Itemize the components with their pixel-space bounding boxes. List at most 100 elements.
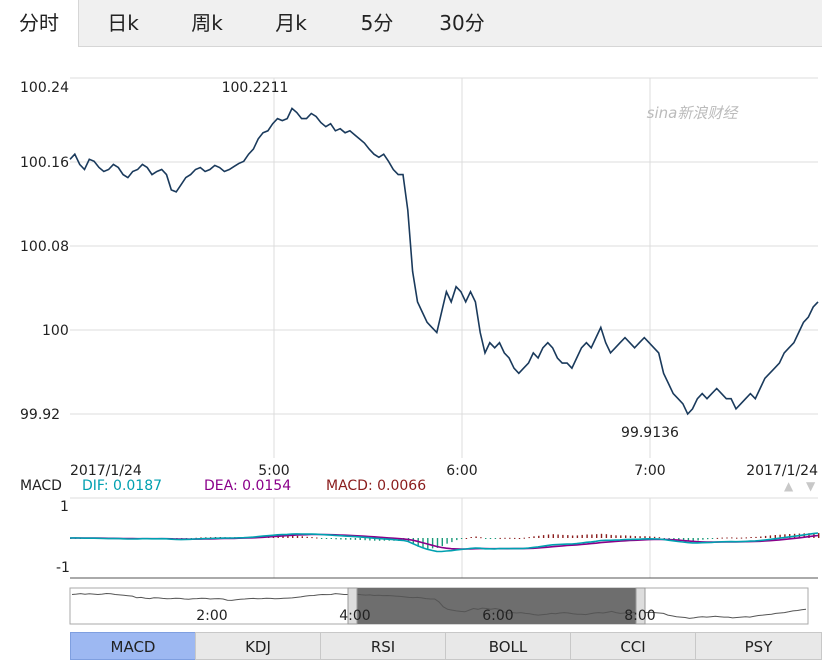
macd-histogram-bar [721, 537, 723, 539]
macd-histogram-bar [668, 538, 670, 540]
macd-histogram-bar [808, 533, 810, 538]
macd-histogram-bar [784, 534, 786, 538]
macd-histogram-bar [557, 534, 559, 538]
tab-boll[interactable]: BOLL [445, 632, 571, 660]
macd-histogram-bar [571, 535, 574, 538]
macd-histogram-bar [726, 537, 728, 539]
macd-dif-value: DIF: 0.0187 [82, 478, 162, 494]
macd-histogram-bar [436, 538, 439, 548]
navigator-series-line [71, 592, 807, 619]
macd-histogram-bar [364, 538, 366, 541]
range-navigator[interactable]: 2:00 4:00 6:00 8:00 [0, 0, 822, 628]
macd-histogram-bar [774, 535, 776, 538]
macd-histogram-bar [750, 537, 752, 538]
macd-histogram-bar [533, 536, 535, 538]
tab-cci[interactable]: CCI [570, 632, 696, 660]
macd-histogram-bar [678, 538, 680, 541]
x-tick-label: 2017/1/24 [746, 463, 818, 479]
macd-histogram-bar [499, 537, 501, 539]
macd-histogram-bar [292, 535, 294, 538]
macd-histogram-bar [311, 537, 313, 539]
macd-histogram-bar [340, 538, 342, 540]
navigator-tick-label: 8:00 [624, 608, 655, 624]
macd-histogram-bar [547, 534, 550, 538]
macd-histogram-bar [605, 534, 608, 538]
tab-fenshi[interactable]: 分时 [0, 0, 79, 47]
macd-histogram-bar [629, 535, 632, 538]
macd-histogram-bar [818, 533, 820, 538]
macd-histogram-bar [316, 537, 318, 539]
navigator-tick-label: 6:00 [482, 608, 513, 624]
price-chart[interactable]: 100.24 100.16 100.08 100 99.92 2017/1/24… [0, 0, 822, 480]
macd-dif-line [69, 532, 819, 553]
macd-histogram-bar [325, 538, 328, 539]
y-tick-label: 99.92 [20, 407, 60, 423]
macd-histogram-bar [658, 537, 661, 539]
macd-histogram-bar [287, 535, 289, 538]
y-tick-label: 100 [42, 323, 69, 339]
macd-histogram-bar [562, 534, 564, 538]
indicator-tab-bar: MACD KDJ RSI BOLL CCI PSY [70, 632, 822, 660]
macd-histogram-bar [673, 538, 675, 540]
max-price-label: 100.2211 [222, 80, 289, 96]
tab-kdj[interactable]: KDJ [195, 632, 321, 660]
tab-macd[interactable]: MACD [70, 632, 196, 660]
macd-histogram-bar [644, 536, 646, 538]
tab-5min[interactable]: 5分 [360, 11, 394, 35]
macd-histogram-bar [417, 538, 419, 547]
macd-histogram-bar [610, 534, 612, 538]
macd-histogram-bar [320, 538, 323, 539]
macd-histogram-bar [596, 534, 598, 538]
macd-histogram-bar [649, 536, 651, 538]
macd-histogram-bar [200, 537, 202, 539]
macd-histogram-bar [542, 535, 545, 538]
macd-histogram-bar [456, 538, 458, 541]
macd-histogram-bar [755, 536, 757, 538]
macd-histogram-bar [707, 538, 709, 540]
tab-30min[interactable]: 30分 [439, 11, 485, 35]
tab-daily-k[interactable]: 日k [107, 11, 139, 35]
macd-histogram-bar [345, 538, 347, 540]
macd-histogram-bar [567, 535, 569, 538]
tab-weekly-k[interactable]: 周k [191, 11, 223, 35]
macd-dea-value: DEA: 0.0154 [204, 478, 291, 494]
macd-histogram-bar [330, 538, 332, 539]
macd-histogram-bar [731, 537, 733, 539]
macd-histogram-bar [769, 535, 772, 538]
y-tick-label: 100.08 [20, 239, 69, 255]
macd-scroll-up-icon[interactable]: ▲ [784, 479, 794, 493]
macd-histogram-bar [576, 535, 579, 538]
macd-histogram-bar [764, 535, 767, 538]
macd-histogram-bar [736, 537, 738, 539]
macd-histogram-bar [494, 538, 497, 539]
macd-histogram-bar [489, 538, 492, 539]
watermark-logo: sina新浪财经 [647, 104, 740, 122]
min-price-label: 99.9136 [621, 425, 679, 441]
macd-histogram-bar [354, 538, 357, 540]
macd-scroll-down-icon[interactable]: ▼ [806, 479, 816, 493]
macd-histogram-bar [335, 538, 337, 540]
macd-histogram-bar [625, 535, 627, 538]
macd-histogram-bar [716, 537, 719, 539]
macd-histogram-bar [760, 536, 762, 538]
macd-histogram-bar [803, 533, 805, 538]
macd-histogram-bar [509, 537, 511, 539]
timeframe-tab-bar: 分时 日k 周k 月k 5分 30分 [0, 0, 822, 47]
macd-histogram-bar [485, 538, 487, 539]
macd-histogram-bar [697, 538, 699, 541]
macd-y-tick: -1 [56, 560, 70, 576]
tab-psy[interactable]: PSY [695, 632, 822, 660]
macd-panel[interactable]: MACD DIF: 0.0187 DEA: 0.0154 MACD: 0.006… [0, 0, 822, 590]
macd-histogram-bar [692, 538, 694, 542]
macd-histogram-bar [441, 538, 443, 547]
navigator-left-handle[interactable] [347, 587, 358, 625]
price-series-line [69, 107, 819, 416]
navigator-selected-range[interactable] [354, 588, 640, 624]
tab-rsi[interactable]: RSI [320, 632, 446, 660]
macd-histogram-bar [475, 536, 477, 538]
tab-monthly-k[interactable]: 月k [275, 11, 307, 35]
macd-histogram-bar [470, 537, 472, 538]
navigator-right-handle[interactable] [635, 587, 646, 625]
macd-histogram-bar [591, 534, 593, 538]
macd-histogram-bar [359, 538, 361, 540]
